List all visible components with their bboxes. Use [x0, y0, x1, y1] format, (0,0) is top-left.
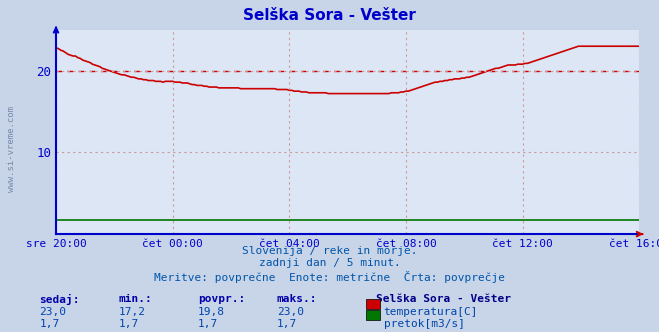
- Text: 19,8: 19,8: [198, 307, 225, 317]
- Text: 23,0: 23,0: [277, 307, 304, 317]
- Text: zadnji dan / 5 minut.: zadnji dan / 5 minut.: [258, 258, 401, 268]
- Text: www.si-vreme.com: www.si-vreme.com: [7, 106, 16, 193]
- Text: 1,7: 1,7: [40, 319, 60, 329]
- Text: Meritve: povprečne  Enote: metrične  Črta: povprečje: Meritve: povprečne Enote: metrične Črta:…: [154, 271, 505, 283]
- Text: sedaj:: sedaj:: [40, 294, 80, 305]
- Text: 17,2: 17,2: [119, 307, 146, 317]
- Text: 1,7: 1,7: [277, 319, 297, 329]
- Text: Selška Sora - Vešter: Selška Sora - Vešter: [243, 8, 416, 23]
- Text: 1,7: 1,7: [198, 319, 218, 329]
- Text: Selška Sora - Vešter: Selška Sora - Vešter: [376, 294, 511, 304]
- Text: povpr.:: povpr.:: [198, 294, 245, 304]
- Text: min.:: min.:: [119, 294, 152, 304]
- Text: temperatura[C]: temperatura[C]: [384, 307, 478, 317]
- Text: 1,7: 1,7: [119, 319, 139, 329]
- Text: Slovenija / reke in morje.: Slovenija / reke in morje.: [242, 246, 417, 256]
- Text: pretok[m3/s]: pretok[m3/s]: [384, 319, 465, 329]
- Text: 23,0: 23,0: [40, 307, 67, 317]
- Text: maks.:: maks.:: [277, 294, 317, 304]
